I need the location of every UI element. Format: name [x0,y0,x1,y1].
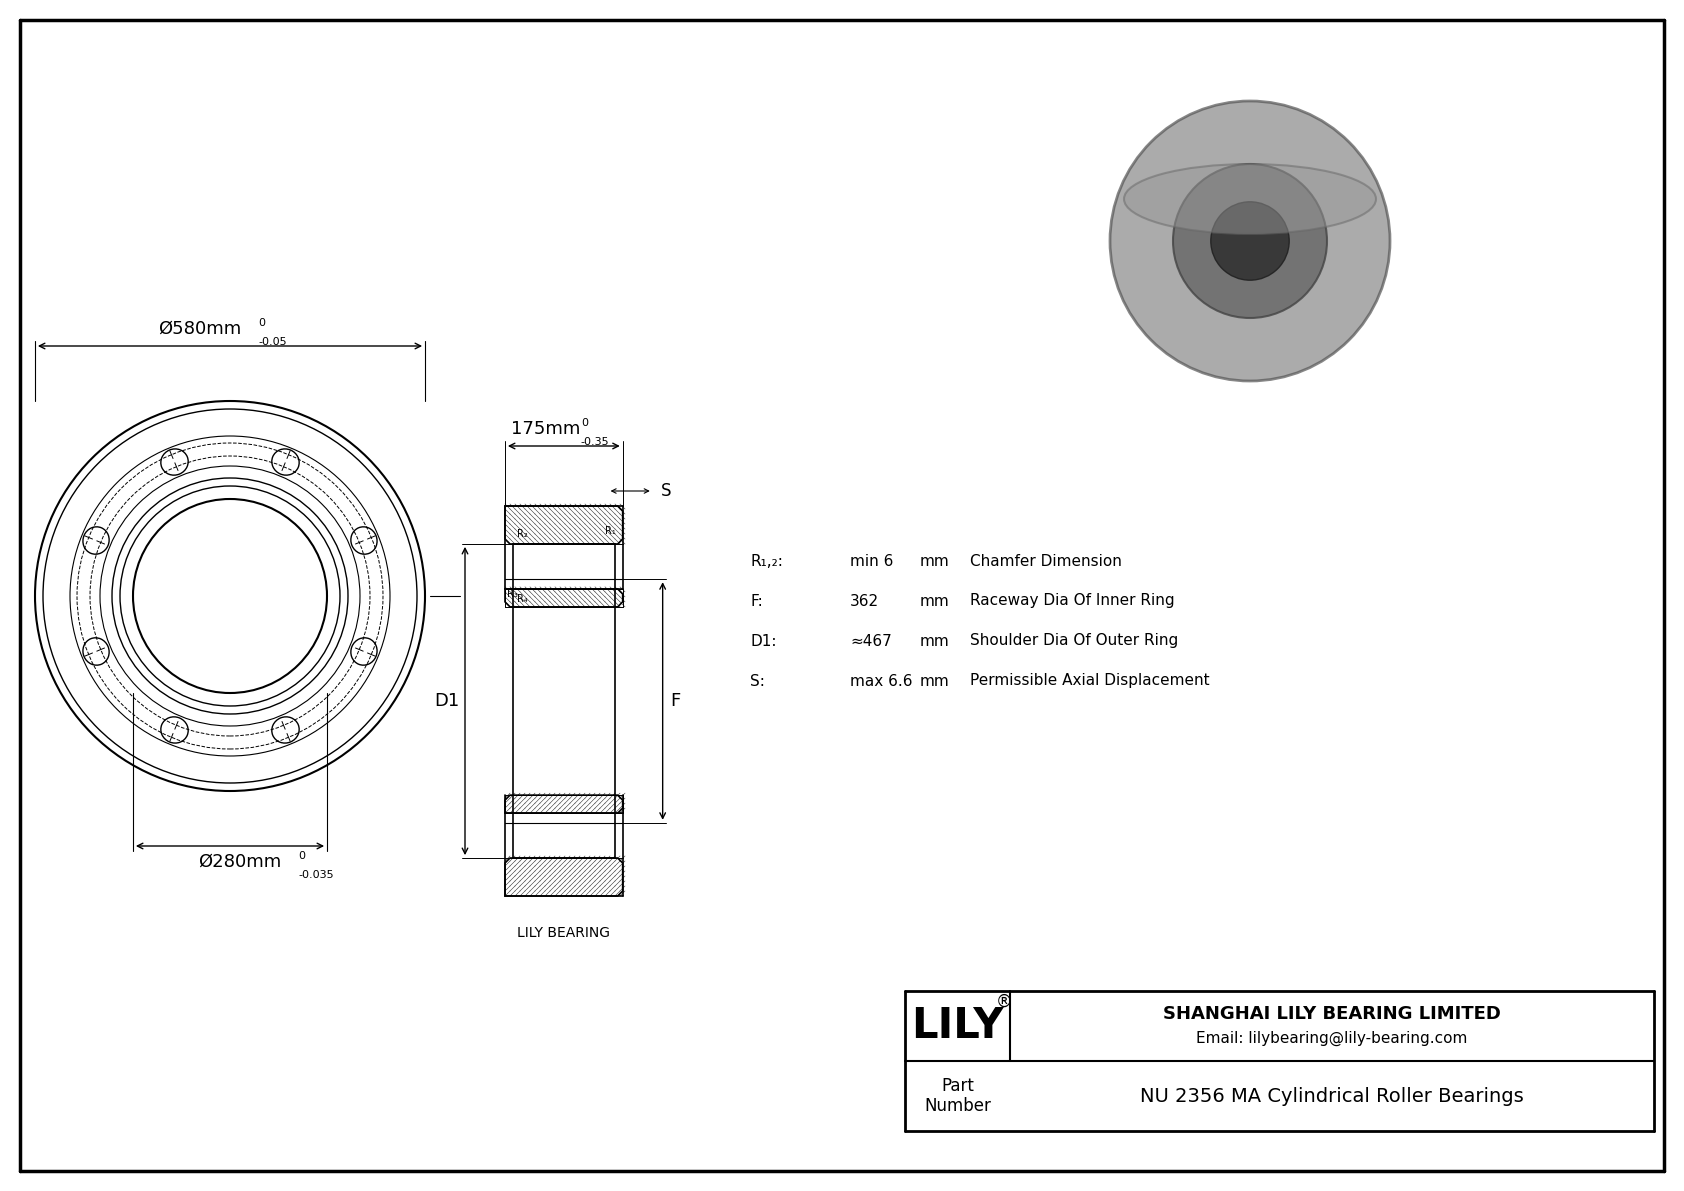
Text: mm: mm [919,593,950,609]
Text: NU 2356 MA Cylindrical Roller Bearings: NU 2356 MA Cylindrical Roller Bearings [1140,1086,1524,1105]
Text: 0: 0 [298,852,305,861]
Text: ®: ® [995,993,1012,1011]
Text: 0: 0 [581,418,588,428]
Text: R₂: R₂ [517,529,527,540]
Text: mm: mm [919,634,950,649]
Text: R₁: R₁ [605,526,615,536]
Text: R₁,₂:: R₁,₂: [749,554,783,568]
Text: 362: 362 [850,593,879,609]
Text: Permissible Axial Displacement: Permissible Axial Displacement [970,673,1209,688]
Circle shape [1110,101,1389,381]
Text: -0.05: -0.05 [258,337,286,347]
Text: R₃: R₃ [507,588,519,599]
Polygon shape [505,588,623,607]
Text: R₄: R₄ [517,594,527,604]
Polygon shape [505,506,623,544]
Circle shape [1211,201,1290,280]
Text: D1:: D1: [749,634,776,649]
Polygon shape [505,858,623,896]
Text: D1: D1 [434,692,460,710]
Text: F:: F: [749,593,763,609]
Text: ≈467: ≈467 [850,634,893,649]
Text: SHANGHAI LILY BEARING LIMITED: SHANGHAI LILY BEARING LIMITED [1164,1005,1500,1023]
Ellipse shape [1123,164,1376,233]
Text: max 6.6: max 6.6 [850,673,913,688]
Text: S: S [660,482,672,500]
Text: -0.035: -0.035 [298,869,333,880]
Text: -0.35: -0.35 [581,437,610,447]
Text: mm: mm [919,554,950,568]
Text: LILY BEARING: LILY BEARING [517,925,610,940]
Text: 0: 0 [258,318,264,328]
Text: Email: lilybearing@lily-bearing.com: Email: lilybearing@lily-bearing.com [1196,1030,1468,1046]
Polygon shape [505,796,623,813]
Text: F: F [670,692,680,710]
Text: Chamfer Dimension: Chamfer Dimension [970,554,1122,568]
Text: Shoulder Dia Of Outer Ring: Shoulder Dia Of Outer Ring [970,634,1179,649]
Text: mm: mm [919,673,950,688]
Text: S:: S: [749,673,765,688]
Text: Ø580mm: Ø580mm [158,320,241,338]
Text: Part
Number: Part Number [925,1077,990,1116]
Text: Raceway Dia Of Inner Ring: Raceway Dia Of Inner Ring [970,593,1175,609]
Text: 175mm: 175mm [512,420,581,438]
Text: min 6: min 6 [850,554,894,568]
Text: Ø280mm: Ø280mm [199,853,281,871]
Circle shape [1174,164,1327,318]
Text: LILY: LILY [911,1005,1004,1047]
